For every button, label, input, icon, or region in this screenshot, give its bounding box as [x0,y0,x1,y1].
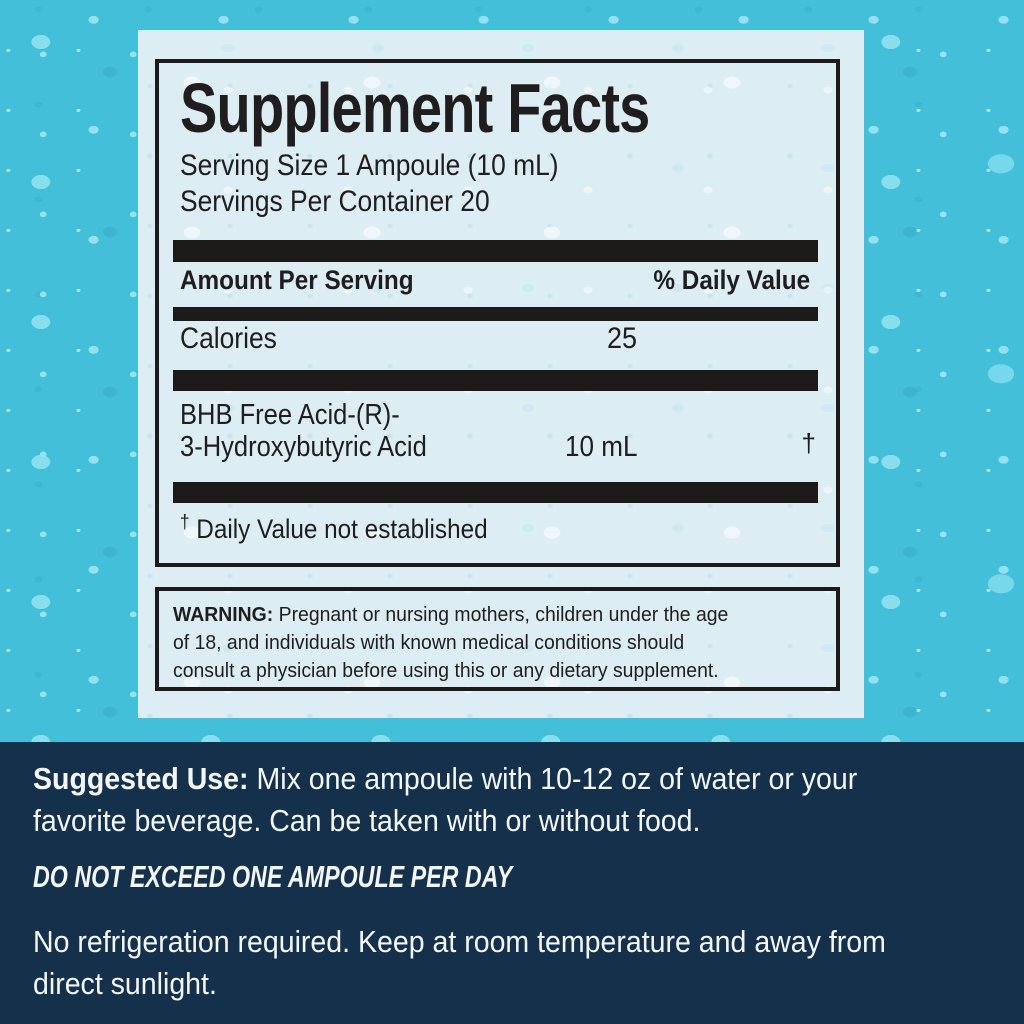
footnote-dagger-symbol: † [180,512,190,533]
do-not-exceed-warning: DO NOT EXCEED ONE AMPOULE PER DAY [33,859,513,894]
footnote-text: Daily Value not established [196,514,488,544]
suggested-use-line-2: favorite beverage. Can be taken with or … [33,803,701,838]
warning-label: WARNING: [173,604,274,626]
supplement-facts-panel: Supplement Facts Serving Size 1 Ampoule … [138,30,864,718]
divider-bar-thick-top [173,240,818,262]
divider-bar-thick-bottom [173,482,818,503]
suggested-use-text-line1: Mix one ampoule with 10-12 oz of water o… [256,761,858,796]
suggested-use-line-1: Suggested Use: Mix one ampoule with 10-1… [33,758,857,800]
supplement-facts-box: Supplement Facts Serving Size 1 Ampoule … [155,59,840,567]
usage-section: Suggested Use: Mix one ampoule with 10-1… [0,742,1024,1024]
facts-header-row: Amount Per Serving % Daily Value [180,264,810,296]
warning-line-2: of 18, and individuals with known medica… [173,632,685,654]
warning-text-line1: Pregnant or nursing mothers, children un… [278,604,729,626]
calories-row-name: Calories [180,322,277,355]
suggested-use-paragraph: Suggested Use: Mix one ampoule with 10-1… [33,758,929,842]
warning-line-3: consult a physician before using this or… [173,660,719,682]
amount-per-serving-header: Amount Per Serving [180,265,414,295]
supplement-facts-title: Supplement Facts [180,69,650,147]
serving-size-line: Serving Size 1 Ampoule (10 mL) [180,149,559,182]
daily-value-footnote: † Daily Value not established [180,507,488,545]
warning-box: WARNING: Pregnant or nursing mothers, ch… [155,587,840,691]
bhb-row-name-line1: BHB Free Acid-(R)- [180,399,400,431]
storage-line-1: No refrigeration required. Keep at room … [33,924,886,959]
bhb-row-daily-value-dagger: † [801,428,816,458]
divider-bar-medium [173,307,818,321]
calories-row-amount: 25 [607,322,638,355]
bhb-row-amount: 10 mL [565,431,638,463]
bhb-row-name-line2: 3-Hydroxybutyric Acid [180,431,427,463]
suggested-use-label: Suggested Use: [33,761,249,796]
daily-value-header: % Daily Value [653,265,810,295]
warning-line-1: WARNING: Pregnant or nursing mothers, ch… [173,601,803,629]
divider-bar-thick-middle [173,370,818,391]
servings-per-container-line: Servings Per Container 20 [180,185,490,218]
bhb-row-name: BHB Free Acid-(R)- 3-Hydroxybutyric Acid [180,399,427,463]
storage-paragraph: No refrigeration required. Keep at room … [33,921,960,1005]
storage-line-2: direct sunlight. [33,966,217,1001]
